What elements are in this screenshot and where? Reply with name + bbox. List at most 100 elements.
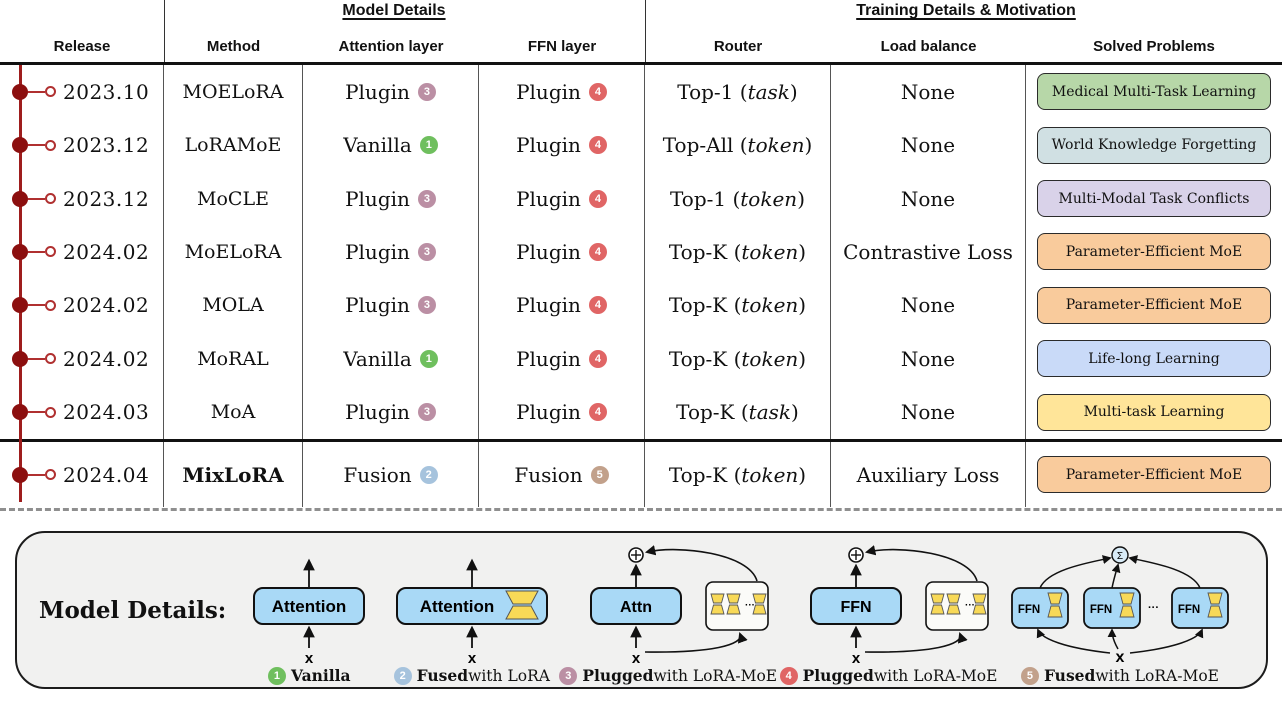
ffn-block-label: FFN: [1018, 604, 1040, 616]
ellipsis: ···: [965, 600, 975, 611]
ffn-layer-cell: Plugin 4: [479, 171, 645, 226]
col-header-router: Router: [713, 37, 763, 55]
timeline-ring-icon: [45, 246, 56, 258]
legend-title: Model Details:: [39, 596, 227, 624]
attention-layer-cell: Vanilla 1: [303, 332, 479, 386]
diagram-caption: 1 Vanilla: [267, 666, 351, 685]
timeline-connector: [28, 197, 45, 200]
variant-badge: 4: [588, 82, 607, 101]
ellipsis: ···: [745, 600, 755, 611]
table-header: Model Details Training Details & Motivat…: [0, 0, 1282, 65]
mixlora-row-block: 2024.04 MixLoRA Fusion 2 Fusion 5 Top-K (t…: [0, 442, 1282, 507]
ffn-layer-cell: Plugin 4: [479, 225, 645, 279]
attention-layer-cell: Plugin 3: [303, 225, 479, 279]
release-date: 2024.02: [63, 239, 150, 264]
plugged-attn-diagram-graphic: Attn ··· x: [589, 545, 769, 665]
variant-badge: 4: [588, 349, 607, 368]
table-row: 2023.12 MoCLE Plugin 3 Plugin 4 Top-1 (tok…: [0, 171, 1282, 226]
ffn-block-label: FFN: [1178, 604, 1200, 616]
timeline-dot: [12, 297, 28, 314]
release-date: 2024.04: [63, 462, 150, 487]
timeline-connector: [28, 250, 45, 253]
variant-badge: 2: [419, 465, 438, 484]
variant-badge: 3: [417, 189, 436, 208]
load-balance-cell: None: [831, 118, 1026, 172]
diagram-fused-lora: Attention x 2 Fused with LoRA: [387, 535, 557, 685]
header-divider: [644, 0, 646, 62]
table-row: 2024.04 MixLoRA Fusion 2 Fusion 5 Top-K (t…: [0, 442, 1282, 507]
variant-badge: 1: [419, 349, 438, 368]
router-cell: Top-1 (task): [645, 65, 831, 119]
diagram-fused-lora-moe: Σ FFN FFN FFN ··· x: [1000, 535, 1240, 685]
ffn-layer-cell: Plugin 4: [479, 65, 645, 119]
timeline-connector: [28, 144, 45, 147]
ffn-layer-cell: Plugin 4: [479, 332, 645, 386]
variant-badge: 3: [417, 82, 436, 101]
timeline-dot: [12, 137, 28, 154]
timeline-ring-icon: [45, 86, 56, 98]
load-balance-cell: None: [831, 332, 1026, 386]
release-cell: 2024.04: [0, 442, 164, 507]
solved-problems-cell: Medical Multi-Task Learning: [1026, 65, 1282, 118]
model-details-legend: Model Details: Attention x 1 Vanilla: [15, 531, 1268, 689]
solved-problem-pill: Medical Multi-Task Learning: [1037, 73, 1271, 111]
solved-problems-cell: Parameter-Efficient MoE: [1026, 279, 1282, 332]
col-header-ffn-layer: FFN layer: [527, 37, 597, 55]
diagram-caption: 4 Plugged with LoRA-MoE: [779, 666, 997, 685]
release-date: 2023.12: [63, 186, 150, 211]
col-header-solved-problems: Solved Problems: [1093, 37, 1215, 55]
timeline-connector: [28, 357, 45, 360]
ffn-layer-cell: Plugin 4: [479, 278, 645, 333]
attention-block-label: Attention: [420, 597, 495, 616]
timeline-ring-icon: [45, 406, 56, 418]
diagram-plugged-attn: Attn ··· x 3 Plugged with LoRA-MoE: [559, 535, 777, 685]
release-cell: 2023.10: [0, 65, 164, 119]
diagram-caption: 2 Fused with LoRA: [393, 666, 550, 685]
variant-badge: 4: [588, 296, 607, 315]
timeline-ring-icon: [45, 193, 56, 205]
load-balance-cell: None: [831, 171, 1026, 226]
solved-problems-cell: Multi-task Learning: [1026, 386, 1282, 439]
lora-trapezoid-icon: [504, 605, 539, 620]
solved-problem-pill: World Knowledge Forgetting: [1037, 126, 1271, 164]
ffn-layer-cell: Plugin 4: [479, 385, 645, 439]
timeline-dot: [12, 350, 28, 367]
vanilla-diagram-graphic: Attention x: [253, 558, 366, 665]
timeline-dot: [12, 83, 28, 100]
legend-diagrams: Attention x 1 Vanilla Attention: [234, 535, 1240, 685]
fused-lora-diagram-graphic: Attention x: [395, 558, 548, 665]
attention-layer-cell: Plugin 3: [303, 171, 479, 226]
table-row: 2024.02 MOLA Plugin 3 Plugin 4 Top-K (toke…: [0, 278, 1282, 333]
method-cell: MoCLE: [164, 171, 303, 226]
router-cell: Top-K (token): [645, 332, 831, 386]
input-x-label: x: [852, 650, 861, 665]
table-row: 2023.12 LoRAMoE Vanilla 1 Plugin 4 Top-All…: [0, 118, 1282, 172]
attention-layer-cell: Vanilla 1: [303, 118, 479, 172]
method-cell: MOLA: [164, 278, 303, 333]
variant-badge: 5: [1020, 666, 1039, 685]
timeline-ring-icon: [45, 469, 56, 480]
timeline-dot: [12, 243, 28, 260]
variant-badge: 4: [588, 242, 607, 261]
solved-problems-cell: Parameter-Efficient MoE: [1026, 442, 1282, 507]
ffn-layer-cell: Fusion 5: [479, 442, 645, 507]
group-title-training-details: Training Details & Motivation: [856, 2, 1076, 19]
attn-block-label: Attn: [620, 599, 652, 616]
release-date: 2024.02: [63, 293, 150, 318]
release-cell: 2024.03: [0, 385, 164, 439]
table-row: 2023.10 MOELoRA Plugin 3 Plugin 4 Top-1 (t…: [0, 65, 1282, 119]
header-divider: [163, 0, 165, 62]
solved-problems-cell: Parameter-Efficient MoE: [1026, 225, 1282, 278]
diagram-caption: 3 Plugged with LoRA-MoE: [559, 666, 777, 685]
load-balance-cell: None: [831, 278, 1026, 333]
release-date: 2023.12: [63, 133, 150, 158]
ffn-block: [810, 587, 903, 625]
input-x-label: x: [632, 650, 641, 665]
variant-badge: 3: [417, 403, 436, 422]
col-header-release: Release: [53, 37, 111, 55]
input-x-label: x: [305, 650, 314, 665]
router-cell: Top-K (token): [645, 225, 831, 279]
router-cell: Top-K (token): [645, 278, 831, 333]
solved-problems-cell: Multi-Modal Task Conflicts: [1026, 172, 1282, 225]
